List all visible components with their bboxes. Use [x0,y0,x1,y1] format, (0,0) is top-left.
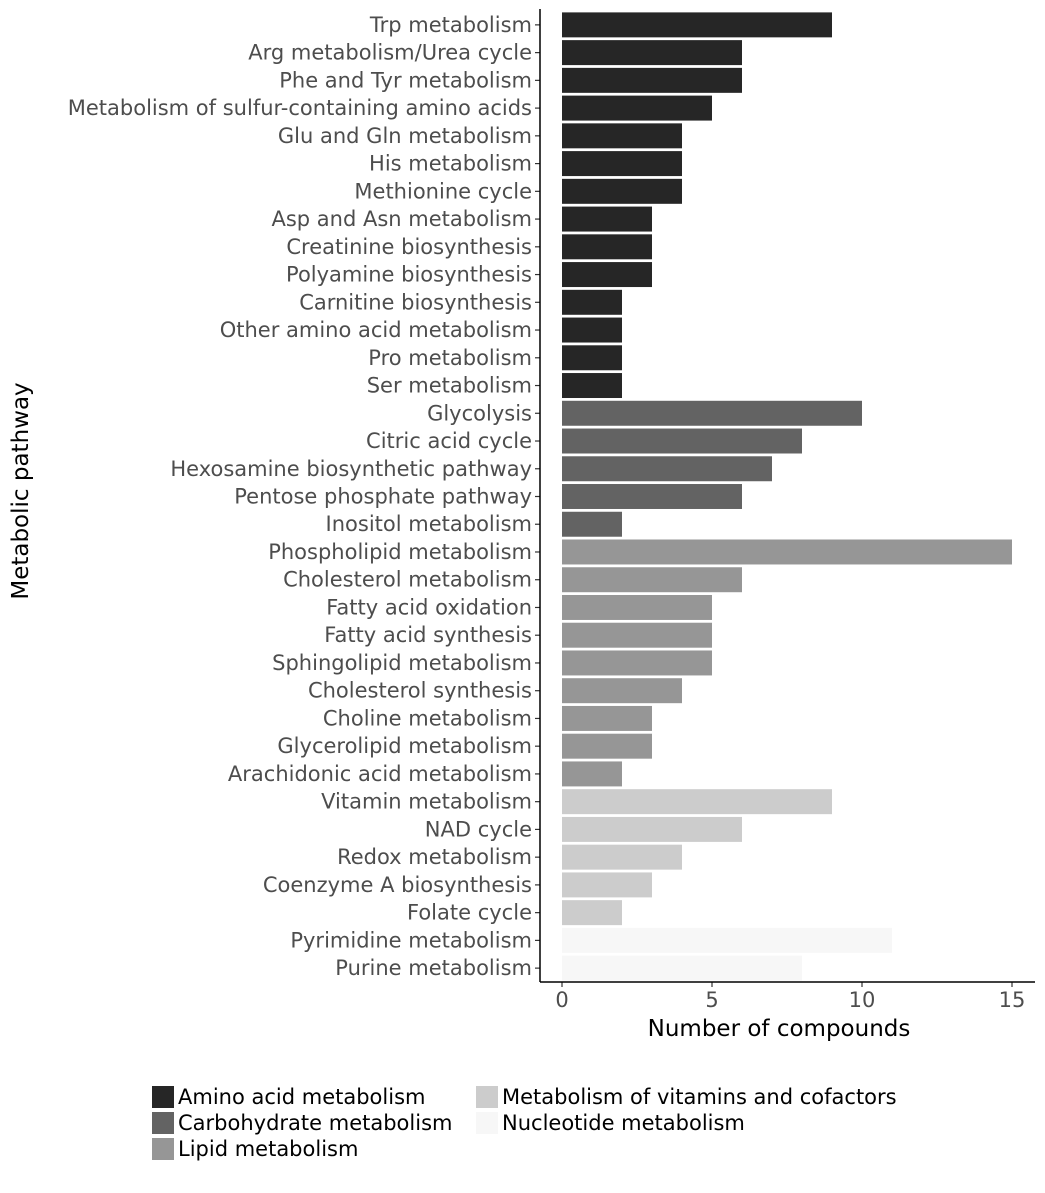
legend-label: Lipid metabolism [178,1137,358,1161]
bar [562,761,622,787]
legend-label: Nucleotide metabolism [502,1111,745,1135]
bar [562,456,772,482]
x-axis-ticks: 0 5 10 15 [555,982,1025,1012]
legend-key [152,1086,174,1108]
y-tick-label: Cholesterol synthesis [308,679,532,703]
bar [562,733,652,759]
y-tick-label: Metabolism of sulfur-containing amino ac… [68,96,532,120]
y-tick-label: Asp and Asn metabolism [271,207,532,231]
legend-label: Metabolism of vitamins and cofactors [502,1085,897,1109]
y-tick-label: Folate cycle [407,901,532,925]
y-tick-label: Phospholipid metabolism [268,540,532,564]
legend-label: Amino acid metabolism [178,1085,425,1109]
y-tick-label: NAD cycle [425,817,532,841]
bar [562,373,622,399]
x-tick-label: 10 [849,988,876,1012]
legend-key [152,1112,174,1134]
y-tick-label: Ser metabolism [367,374,532,398]
bar [562,400,862,426]
y-tick-label: Phe and Tyr metabolism [279,68,532,92]
y-tick-label: Creatinine biosynthesis [286,235,532,259]
y-tick-label: Citric acid cycle [366,429,532,453]
y-tick-label: Arachidonic acid metabolism [228,762,532,786]
y-axis-ticks: Trp metabolism Arg metabolism/Urea cycle P… [68,13,540,980]
y-tick-label: Coenzyme A biosynthesis [263,873,532,897]
bar [562,289,622,315]
bar [562,955,802,981]
bar [562,317,622,343]
y-tick-label: Arg metabolism/Urea cycle [248,41,532,65]
y-tick-label: Choline metabolism [323,706,532,730]
y-tick-label: Glu and Gln metabolism [278,124,532,148]
y-tick-label: Glycerolipid metabolism [277,734,532,758]
y-tick-label: Fatty acid synthesis [324,623,532,647]
bar [562,816,742,842]
bar [562,927,892,953]
y-tick-label: Pentose phosphate pathway [234,485,532,509]
x-tick-label: 0 [555,988,568,1012]
y-tick-label: Vitamin metabolism [321,790,532,814]
legend-key [476,1086,498,1108]
bar [562,428,802,454]
legend-key [152,1138,174,1160]
bar [562,484,742,509]
y-tick-label: Glycolysis [427,401,532,425]
y-tick-label: Trp metabolism [369,13,532,37]
bar [562,95,712,121]
bar [562,206,652,232]
bar [562,678,682,704]
bar [562,844,682,870]
x-tick-label: 5 [705,988,718,1012]
bars-layer [562,12,1012,981]
bar [562,789,832,815]
bar [562,872,652,898]
bar [562,594,712,620]
y-tick-label: Methionine cycle [354,179,532,203]
y-tick-label: Polyamine biosynthesis [286,263,532,287]
legend-key [476,1112,498,1134]
bar [562,178,682,204]
y-axis-title: Metabolic pathway [8,382,34,599]
bar [562,234,652,260]
x-tick-label: 15 [999,988,1026,1012]
y-tick-label: Hexosamine biosynthetic pathway [170,457,532,481]
y-tick-label: Other amino acid metabolism [220,318,532,342]
bar [562,900,622,926]
y-tick-label: Inositol metabolism [326,512,532,536]
bar [562,345,622,371]
bar [562,511,622,537]
bar [562,705,652,731]
bar [562,40,742,66]
y-tick-label: Fatty acid oxidation [326,595,532,619]
y-tick-label: Carnitine biosynthesis [299,290,532,314]
bar [562,151,682,177]
bar [562,12,832,38]
y-tick-label: Cholesterol metabolism [283,568,532,592]
y-tick-label: Pro metabolism [368,346,532,370]
bar [562,567,742,593]
bar [562,262,652,288]
bar [562,539,1012,565]
bar [562,123,682,149]
y-tick-label: Redox metabolism [337,845,532,869]
bar [562,650,712,676]
x-axis-title: Number of compounds [648,1016,911,1042]
y-tick-label: Purine metabolism [335,956,532,980]
y-tick-label: Sphingolipid metabolism [272,651,532,675]
bar [562,622,712,648]
y-tick-label: Pyrimidine metabolism [290,928,532,952]
legend-label: Carbohydrate metabolism [178,1111,452,1135]
y-tick-label: His metabolism [369,152,532,176]
bar [562,67,742,93]
